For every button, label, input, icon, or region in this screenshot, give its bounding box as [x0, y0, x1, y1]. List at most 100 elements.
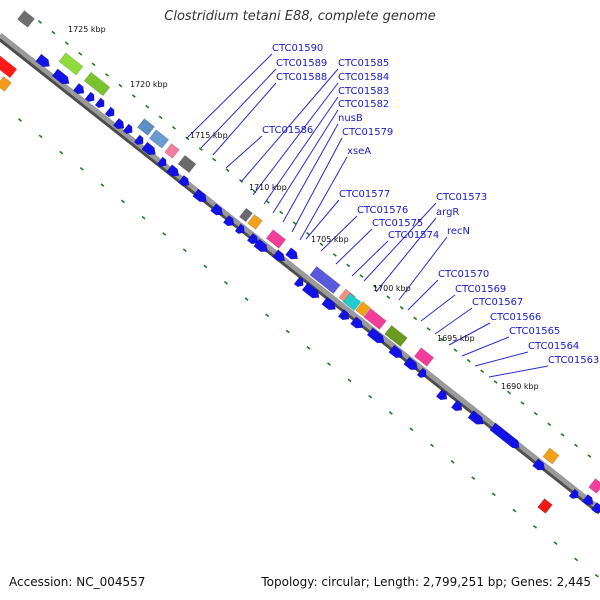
tick-mark — [306, 346, 311, 350]
gene-arrow — [246, 233, 259, 245]
gene-arrow — [301, 282, 320, 299]
scale-label: 1720 kbp — [130, 80, 168, 89]
tick-mark — [59, 150, 64, 155]
tick-mark — [100, 183, 105, 187]
label-leader — [375, 217, 437, 293]
tick-mark — [292, 221, 297, 225]
tick-mark — [203, 264, 208, 269]
tick-mark — [373, 284, 377, 289]
label-leader — [252, 82, 339, 196]
scale-label: 1715 kbp — [190, 131, 228, 140]
genome-title: Clostridium tetani E88, complete genome — [164, 9, 436, 24]
tick-mark — [64, 41, 69, 45]
tick-mark — [332, 253, 337, 257]
tick-mark — [172, 126, 176, 130]
gene-arrow — [403, 356, 418, 371]
tick-mark — [466, 358, 471, 363]
gene-label: CTC01586 — [262, 125, 313, 136]
gene-arrow — [51, 68, 70, 85]
tick-mark — [224, 280, 228, 285]
label-leader — [363, 202, 437, 282]
gene-arrow — [84, 91, 95, 103]
gene-arrow — [141, 141, 156, 156]
label-leader — [200, 68, 277, 149]
tick-mark — [51, 30, 56, 35]
scale-label: 1705 kbp — [311, 235, 349, 244]
gene-arrow — [581, 494, 594, 506]
gene-feature — [0, 76, 12, 92]
tick-mark — [574, 557, 579, 562]
gene-arrow — [590, 502, 600, 514]
tick-mark — [265, 200, 270, 204]
tick-mark — [225, 168, 230, 173]
tick-mark — [426, 327, 431, 331]
gene-label: CTC01583 — [338, 86, 389, 97]
topology-text: Topology: circular; Length: 2,799,251 bp… — [261, 575, 591, 589]
scale-label: 1695 kbp — [437, 334, 475, 343]
gene-arrow — [133, 134, 144, 146]
tick-mark — [453, 348, 458, 352]
gene-label: CTC01582 — [338, 99, 389, 110]
tick-mark — [587, 454, 592, 458]
scale-label: 1690 kbp — [501, 382, 539, 391]
gene-arrow — [210, 203, 224, 216]
gene-label: CTC01575 — [372, 218, 423, 229]
label-leader — [291, 137, 343, 233]
tick-mark — [279, 210, 284, 215]
tick-mark — [158, 115, 163, 120]
tick-mark — [574, 443, 578, 448]
gene-arrow — [94, 97, 105, 109]
gene-feature — [342, 292, 362, 312]
label-leader — [225, 135, 263, 169]
gene-label: CTC01574 — [388, 230, 439, 241]
label-leader — [299, 156, 348, 241]
scale-ticks-outer — [38, 20, 592, 458]
label-leader — [186, 53, 273, 139]
gene-label: CTC01567 — [472, 297, 523, 308]
tick-mark — [480, 369, 485, 374]
gene-arrow — [337, 309, 350, 321]
gene-arrow — [112, 118, 125, 130]
gene-arrow — [467, 410, 484, 425]
gene-feature — [239, 207, 253, 223]
label-leader — [448, 322, 491, 346]
gene-feature — [384, 325, 408, 347]
tick-mark — [162, 232, 167, 236]
gene-feature — [247, 214, 263, 230]
label-leader — [488, 365, 549, 378]
gene-arrow — [166, 164, 180, 177]
gene-arrow — [72, 83, 85, 95]
gene-arrow — [192, 188, 207, 203]
label-leader — [407, 279, 439, 311]
tick-mark — [533, 525, 537, 529]
gene-feature — [309, 265, 341, 295]
gene-feature — [83, 71, 111, 97]
gene-feature — [537, 498, 553, 514]
label-leader — [398, 236, 448, 301]
gene-label: CTC01566 — [490, 312, 541, 323]
gene-arrow — [177, 175, 190, 187]
gene-label: CTC01564 — [528, 341, 579, 352]
gene-arrow — [104, 106, 115, 118]
gene-arrow — [366, 327, 385, 344]
gene-feature — [0, 53, 18, 79]
tick-mark — [121, 199, 125, 204]
scale-ticks-inner — [18, 118, 599, 578]
tick-mark — [512, 508, 517, 513]
gene-feature — [58, 52, 84, 76]
gene-arrow — [489, 422, 520, 449]
tick-mark — [198, 147, 203, 151]
scale-labels: 1725 kbp 1720 kbp 1715 kbp 1710 kbp 1705 kbp… — [68, 25, 539, 391]
gene-labels: CTC01590 CTC01589 CTC01588 CTC01586 CTC01585… — [262, 43, 599, 366]
tick-mark — [145, 104, 150, 109]
tick-mark — [38, 134, 43, 139]
tick-mark — [359, 274, 364, 278]
gene-label: CTC01569 — [455, 284, 506, 295]
tick-mark — [471, 476, 476, 480]
gene-arrow — [450, 400, 463, 412]
scale-label: 1700 kbp — [373, 284, 411, 293]
gene-arrow — [568, 488, 579, 500]
gene-features — [0, 10, 600, 514]
gene-arrow — [321, 296, 336, 311]
